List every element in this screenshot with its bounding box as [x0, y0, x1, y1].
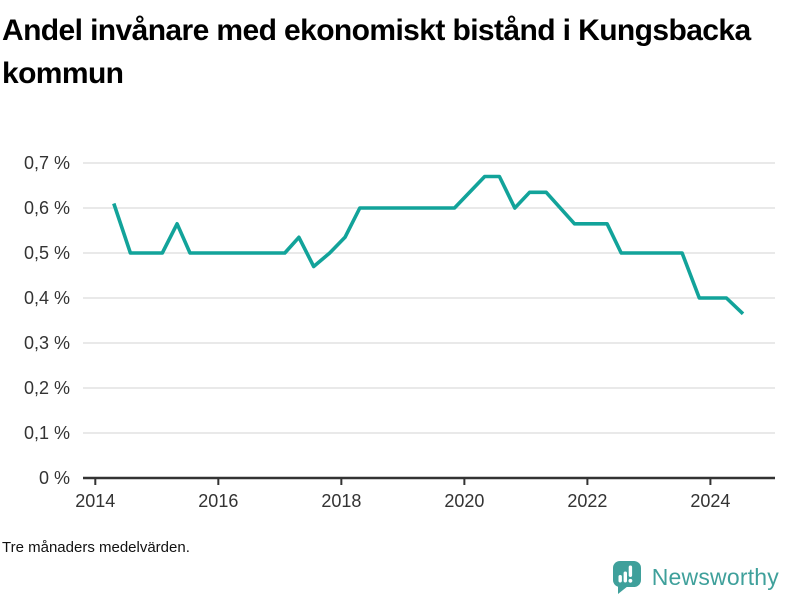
- x-tick-label: 2020: [444, 491, 484, 511]
- chart-title: Andel invånare med ekonomiskt bistånd i …: [2, 14, 751, 90]
- chart-area: 0 % 0,1 % 0,2 % 0,3 % 0,4 % 0,5 % 0,6 % 0,7 % 20…: [0, 128, 800, 528]
- y-tick-label: 0,7 %: [24, 153, 70, 173]
- newsworthy-wordmark: Newsworthy: [651, 564, 779, 590]
- y-tick-label: 0,4 %: [24, 288, 70, 308]
- x-tick-label: 2016: [198, 491, 238, 511]
- y-tick-label: 0,3 %: [24, 333, 70, 353]
- data-line: [112, 174, 745, 316]
- y-tick-label: 0,1 %: [24, 423, 70, 443]
- chart-footnote: Tre månaders medelvärden.: [2, 539, 190, 556]
- y-tick-label: 0,2 %: [24, 378, 70, 398]
- newsworthy-logo: Newsworthy: [610, 560, 779, 595]
- y-tick-label: 0,6 %: [24, 198, 70, 218]
- x-tick-label: 2014: [75, 491, 115, 511]
- line-chart: 0 % 0,1 % 0,2 % 0,3 % 0,4 % 0,5 % 0,6 % 0,7 % 20…: [24, 153, 775, 511]
- x-tick-label: 2018: [321, 491, 361, 511]
- y-tick-label: 0,5 %: [24, 243, 70, 263]
- x-tick-label: 2022: [567, 491, 607, 511]
- x-tick-label: 2024: [690, 491, 730, 511]
- newsworthy-logo-icon: [612, 561, 641, 594]
- y-tick-label: 0 %: [39, 468, 70, 488]
